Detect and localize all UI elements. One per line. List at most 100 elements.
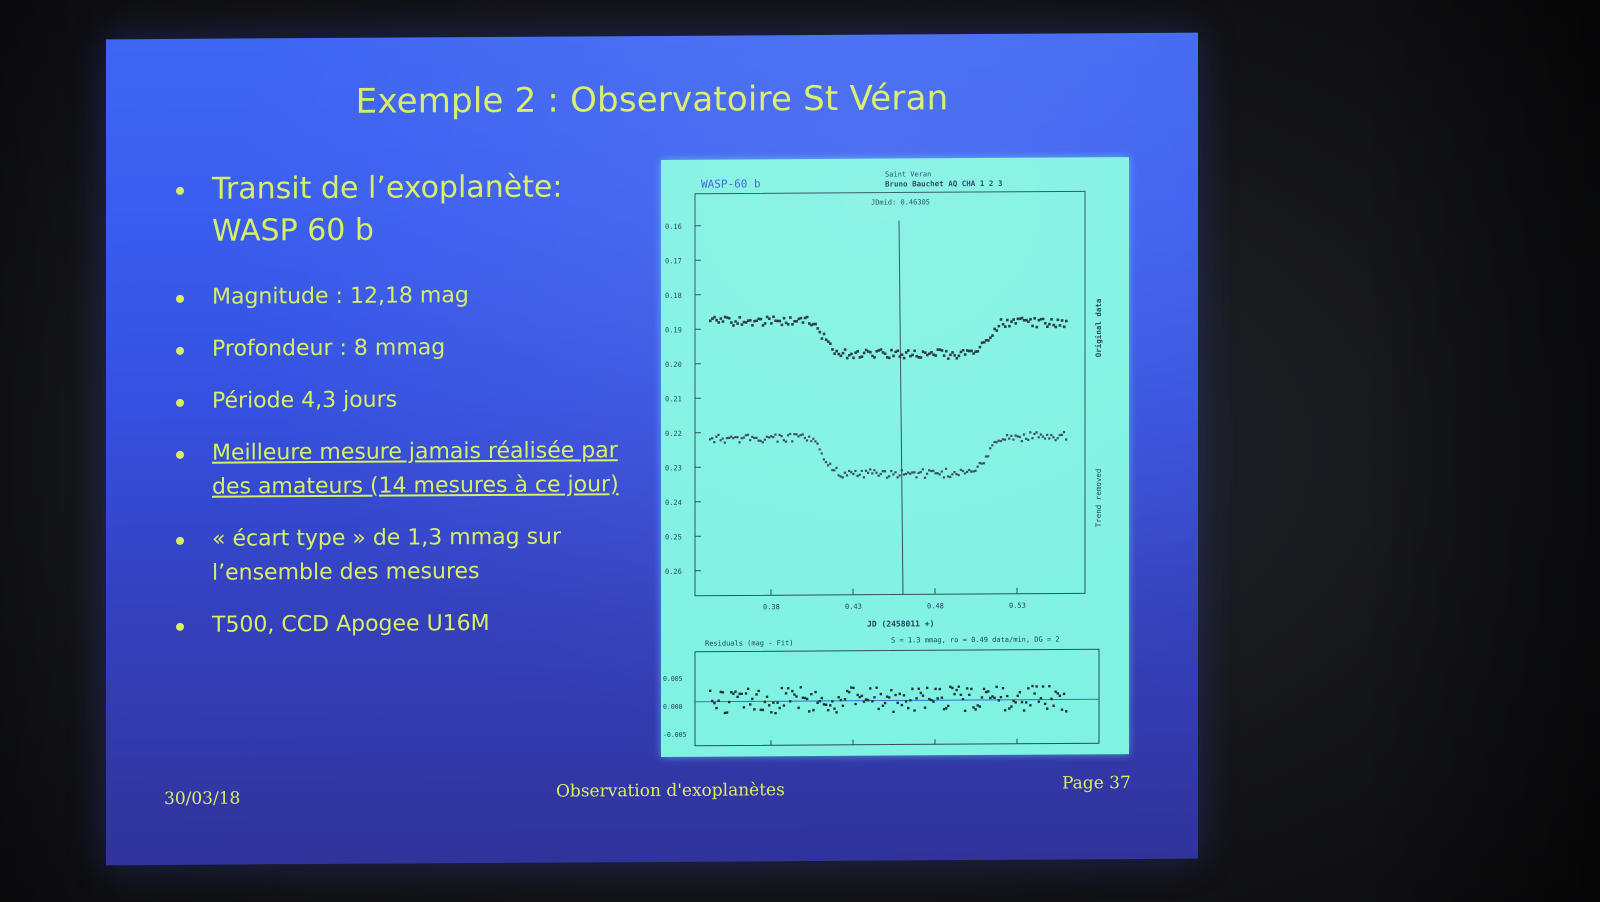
residual-point bbox=[909, 699, 912, 702]
residual-point bbox=[892, 710, 895, 714]
x-tick-label: 0.53 bbox=[1009, 602, 1026, 610]
data-point bbox=[898, 355, 902, 358]
data-point bbox=[786, 434, 790, 437]
residual-point bbox=[791, 689, 794, 693]
data-point bbox=[875, 471, 878, 474]
bullet-line: Profondeur : 8 mmag bbox=[212, 335, 446, 362]
bullet-line: des amateurs (14 mesures à ce jour) bbox=[212, 472, 619, 500]
data-point bbox=[808, 435, 811, 438]
data-point bbox=[1050, 318, 1053, 321]
footer-page-number: Page 37 bbox=[1062, 773, 1131, 794]
data-point bbox=[911, 353, 914, 357]
footer-title: Observation d'exoplanètes bbox=[556, 780, 785, 802]
residual-point bbox=[1031, 684, 1034, 688]
right-label-trend: Trend removed bbox=[1094, 469, 1103, 528]
data-point bbox=[917, 471, 920, 475]
data-point bbox=[734, 435, 737, 439]
data-point bbox=[1031, 437, 1034, 440]
data-point bbox=[923, 351, 927, 354]
residual-point bbox=[732, 692, 735, 695]
y-tick-label: 0.22 bbox=[665, 430, 682, 438]
data-point bbox=[959, 468, 962, 471]
data-point bbox=[797, 435, 800, 438]
original-data-points bbox=[709, 315, 1068, 360]
residual-point bbox=[1050, 697, 1053, 701]
data-point bbox=[761, 441, 764, 444]
data-point bbox=[862, 351, 866, 355]
data-point bbox=[1031, 324, 1034, 328]
data-point bbox=[772, 435, 775, 439]
residual-point bbox=[980, 696, 984, 699]
data-point bbox=[1022, 318, 1026, 322]
residual-point bbox=[1003, 709, 1007, 712]
x-tick-label: 0.43 bbox=[845, 603, 862, 611]
data-point bbox=[890, 469, 893, 473]
data-point bbox=[987, 339, 990, 342]
data-point bbox=[805, 315, 809, 319]
data-point bbox=[888, 356, 891, 360]
data-point bbox=[864, 348, 868, 352]
data-point bbox=[810, 323, 813, 327]
data-point bbox=[744, 434, 748, 437]
data-point bbox=[713, 315, 716, 319]
residual-point bbox=[1022, 709, 1026, 712]
data-point bbox=[972, 470, 975, 473]
data-point bbox=[1043, 321, 1047, 325]
residual-point bbox=[953, 692, 956, 696]
residual-point bbox=[810, 692, 813, 696]
data-point bbox=[795, 319, 798, 323]
residual-point bbox=[1029, 704, 1032, 707]
data-point bbox=[995, 441, 998, 444]
data-point bbox=[763, 322, 767, 325]
y-tick-label: 0.23 bbox=[665, 464, 682, 472]
data-point bbox=[749, 439, 752, 442]
data-point bbox=[860, 355, 864, 359]
residual-y-tick-label: 0.000 bbox=[663, 703, 683, 711]
data-point bbox=[949, 475, 952, 479]
residual-point bbox=[919, 691, 923, 695]
residual-point bbox=[873, 696, 876, 699]
data-point bbox=[845, 474, 849, 477]
data-point bbox=[938, 473, 941, 476]
residual-point bbox=[989, 696, 992, 700]
data-point bbox=[820, 337, 824, 340]
residual-point bbox=[744, 692, 748, 695]
data-point bbox=[978, 461, 981, 465]
residual-point bbox=[904, 700, 908, 703]
data-point bbox=[776, 319, 780, 323]
data-point bbox=[1010, 320, 1013, 324]
data-point bbox=[1024, 437, 1028, 440]
data-point bbox=[934, 354, 937, 357]
data-point bbox=[715, 318, 718, 322]
data-point bbox=[932, 353, 935, 357]
data-point bbox=[991, 334, 994, 337]
data-point bbox=[801, 321, 805, 324]
residual-point bbox=[982, 687, 986, 691]
observer-label: Bruno Bauchet AQ CHA 1 2 3 bbox=[885, 179, 1003, 189]
data-point bbox=[982, 462, 986, 465]
data-point bbox=[850, 471, 853, 474]
data-point bbox=[1054, 325, 1058, 329]
data-point bbox=[961, 469, 964, 473]
residual-point bbox=[890, 689, 893, 692]
residual-point bbox=[852, 686, 855, 690]
data-point bbox=[711, 317, 714, 320]
data-point bbox=[1003, 438, 1007, 441]
residual-point bbox=[837, 696, 840, 699]
data-point bbox=[1033, 432, 1036, 436]
data-point bbox=[982, 340, 986, 344]
residual-point bbox=[799, 686, 802, 689]
data-point bbox=[957, 354, 961, 358]
bullet-item: Transit de l’exoplanète: WASP 60 b bbox=[174, 166, 644, 253]
residual-point bbox=[805, 697, 809, 701]
residual-point bbox=[730, 690, 733, 694]
data-point bbox=[1035, 325, 1039, 329]
data-point bbox=[734, 320, 737, 323]
residual-point bbox=[991, 695, 994, 698]
data-point bbox=[871, 354, 874, 358]
residual-point bbox=[797, 706, 800, 710]
data-point bbox=[959, 350, 963, 354]
data-point bbox=[862, 476, 865, 479]
data-point bbox=[860, 469, 863, 473]
data-point bbox=[1027, 320, 1030, 323]
